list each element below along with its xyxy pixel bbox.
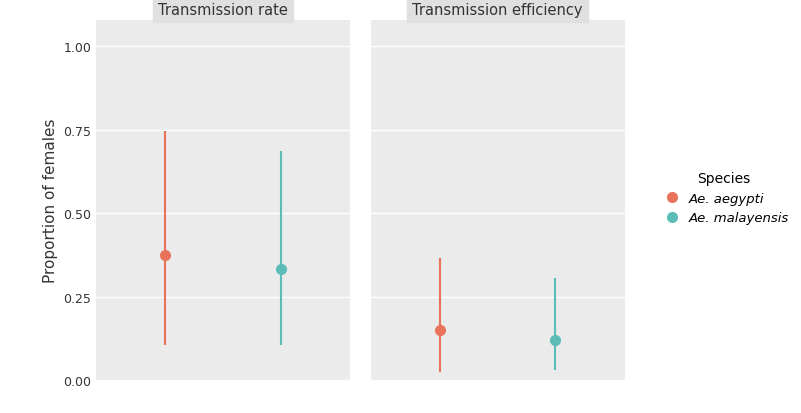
Title: Transmission rate: Transmission rate [159,3,288,18]
Title: Transmission efficiency: Transmission efficiency [413,3,583,18]
Legend: Ae. aegypti, Ae. malayensis: Ae. aegypti, Ae. malayensis [654,166,795,230]
Y-axis label: Proportion of females: Proportion of females [42,118,58,282]
